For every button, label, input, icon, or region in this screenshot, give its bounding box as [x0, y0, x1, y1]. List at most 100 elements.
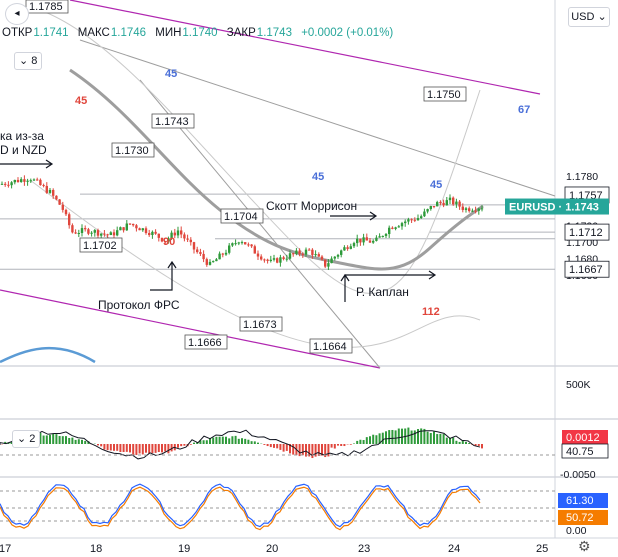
macd-bar — [381, 432, 384, 444]
macd-bar — [442, 434, 445, 444]
news-label: D и NZD — [0, 143, 47, 157]
candle-body — [119, 227, 122, 231]
level-number: 45 — [75, 95, 87, 107]
candle-body — [23, 179, 26, 182]
macd-bar — [97, 444, 99, 446]
candle-body — [352, 243, 356, 247]
candle-body — [39, 179, 42, 186]
macd-bar — [333, 444, 336, 449]
candle-body — [199, 252, 202, 254]
candle-body — [45, 185, 48, 193]
candle-body — [244, 242, 247, 245]
macd-bar — [250, 441, 253, 444]
candle-body — [285, 258, 288, 260]
macd-bar — [113, 444, 115, 451]
macd-bar — [276, 444, 279, 449]
macd-bar — [10, 441, 13, 444]
candle-body — [304, 249, 308, 255]
currency-button[interactable]: USD ⌄ — [568, 7, 610, 27]
macd-bar — [353, 443, 355, 444]
macd-tick: -0.0050 — [560, 469, 596, 481]
macd-bar — [410, 430, 413, 444]
price-callout-box — [309, 338, 353, 354]
candle-body — [202, 253, 205, 260]
macd-bar — [241, 438, 243, 444]
oscillators-toggle-button[interactable]: ⌄ 2 — [12, 430, 41, 448]
macd-bar — [266, 444, 269, 447]
level-number: 45 — [165, 68, 177, 80]
candle-body — [208, 261, 212, 265]
macd-bar — [205, 440, 208, 444]
macd-bar — [257, 442, 259, 444]
candle-body — [228, 245, 231, 253]
candle-body — [154, 231, 157, 234]
macd-bar — [311, 444, 314, 459]
macd-bar — [314, 444, 317, 457]
candle-body — [58, 199, 61, 205]
candle-body — [397, 226, 400, 228]
candle-body — [410, 219, 413, 221]
ohlc-close-key: ЗАКР — [226, 27, 256, 39]
macd-bar — [164, 444, 167, 452]
macd-bar — [356, 440, 359, 444]
macd-bar — [308, 444, 311, 457]
candle-body — [26, 180, 29, 182]
blue-curve — [0, 346, 96, 364]
macd-bar — [183, 444, 186, 446]
macd-bar — [116, 444, 119, 451]
macd-bar — [455, 440, 458, 444]
macd-bar — [106, 444, 109, 451]
macd-bar — [301, 444, 304, 456]
macd-bar — [481, 444, 483, 449]
arrow — [340, 270, 437, 302]
candle-body — [148, 233, 151, 236]
macd-bar — [180, 444, 183, 447]
candle-body — [141, 228, 144, 231]
candle-body — [413, 219, 416, 221]
candle-body — [74, 232, 77, 234]
settings-gear-icon[interactable]: ⚙ — [578, 538, 591, 554]
price-callout-box — [220, 208, 264, 224]
moving-average — [69, 68, 484, 271]
candle-body — [330, 258, 333, 264]
macd-bar — [221, 436, 224, 444]
time-tick: 25 — [536, 543, 548, 555]
candle-body — [29, 180, 32, 182]
candle-body — [4, 183, 7, 185]
candle-body — [298, 250, 301, 254]
macd-bar — [193, 442, 195, 444]
macd-label-box — [561, 443, 609, 459]
candle-body — [317, 254, 320, 257]
price-callout-box — [111, 142, 155, 158]
macd-bar — [103, 444, 106, 450]
candle-body — [359, 238, 362, 243]
indicators-toggle-button[interactable]: ⌄ 8 — [14, 52, 43, 70]
currency-label: USD — [571, 11, 595, 23]
channel-lower — [0, 289, 381, 369]
candle-body — [87, 229, 90, 234]
candle-body — [272, 258, 276, 260]
price-callout-text: 1.1750 — [427, 89, 461, 101]
macd-bar — [170, 444, 173, 452]
macd-bar — [273, 444, 275, 448]
candle-body — [68, 214, 71, 226]
candle-body — [439, 202, 442, 204]
candle-body — [253, 246, 256, 254]
macd-bar — [77, 439, 80, 444]
macd-bar — [468, 443, 471, 444]
candle-body — [7, 184, 10, 186]
candle-body — [103, 233, 106, 235]
candle-body — [340, 250, 343, 255]
macd-bar — [71, 437, 74, 444]
collapse-legend-icon[interactable]: ◂ — [5, 3, 29, 25]
time-tick: 18 — [90, 543, 102, 555]
candle-body — [468, 208, 471, 212]
macd-bar — [151, 444, 154, 454]
candle-body — [90, 232, 93, 234]
news-label: ка из-за — [0, 129, 44, 143]
macd-bar — [298, 444, 301, 457]
macd-bar — [61, 436, 64, 444]
macd-bar — [189, 444, 192, 445]
